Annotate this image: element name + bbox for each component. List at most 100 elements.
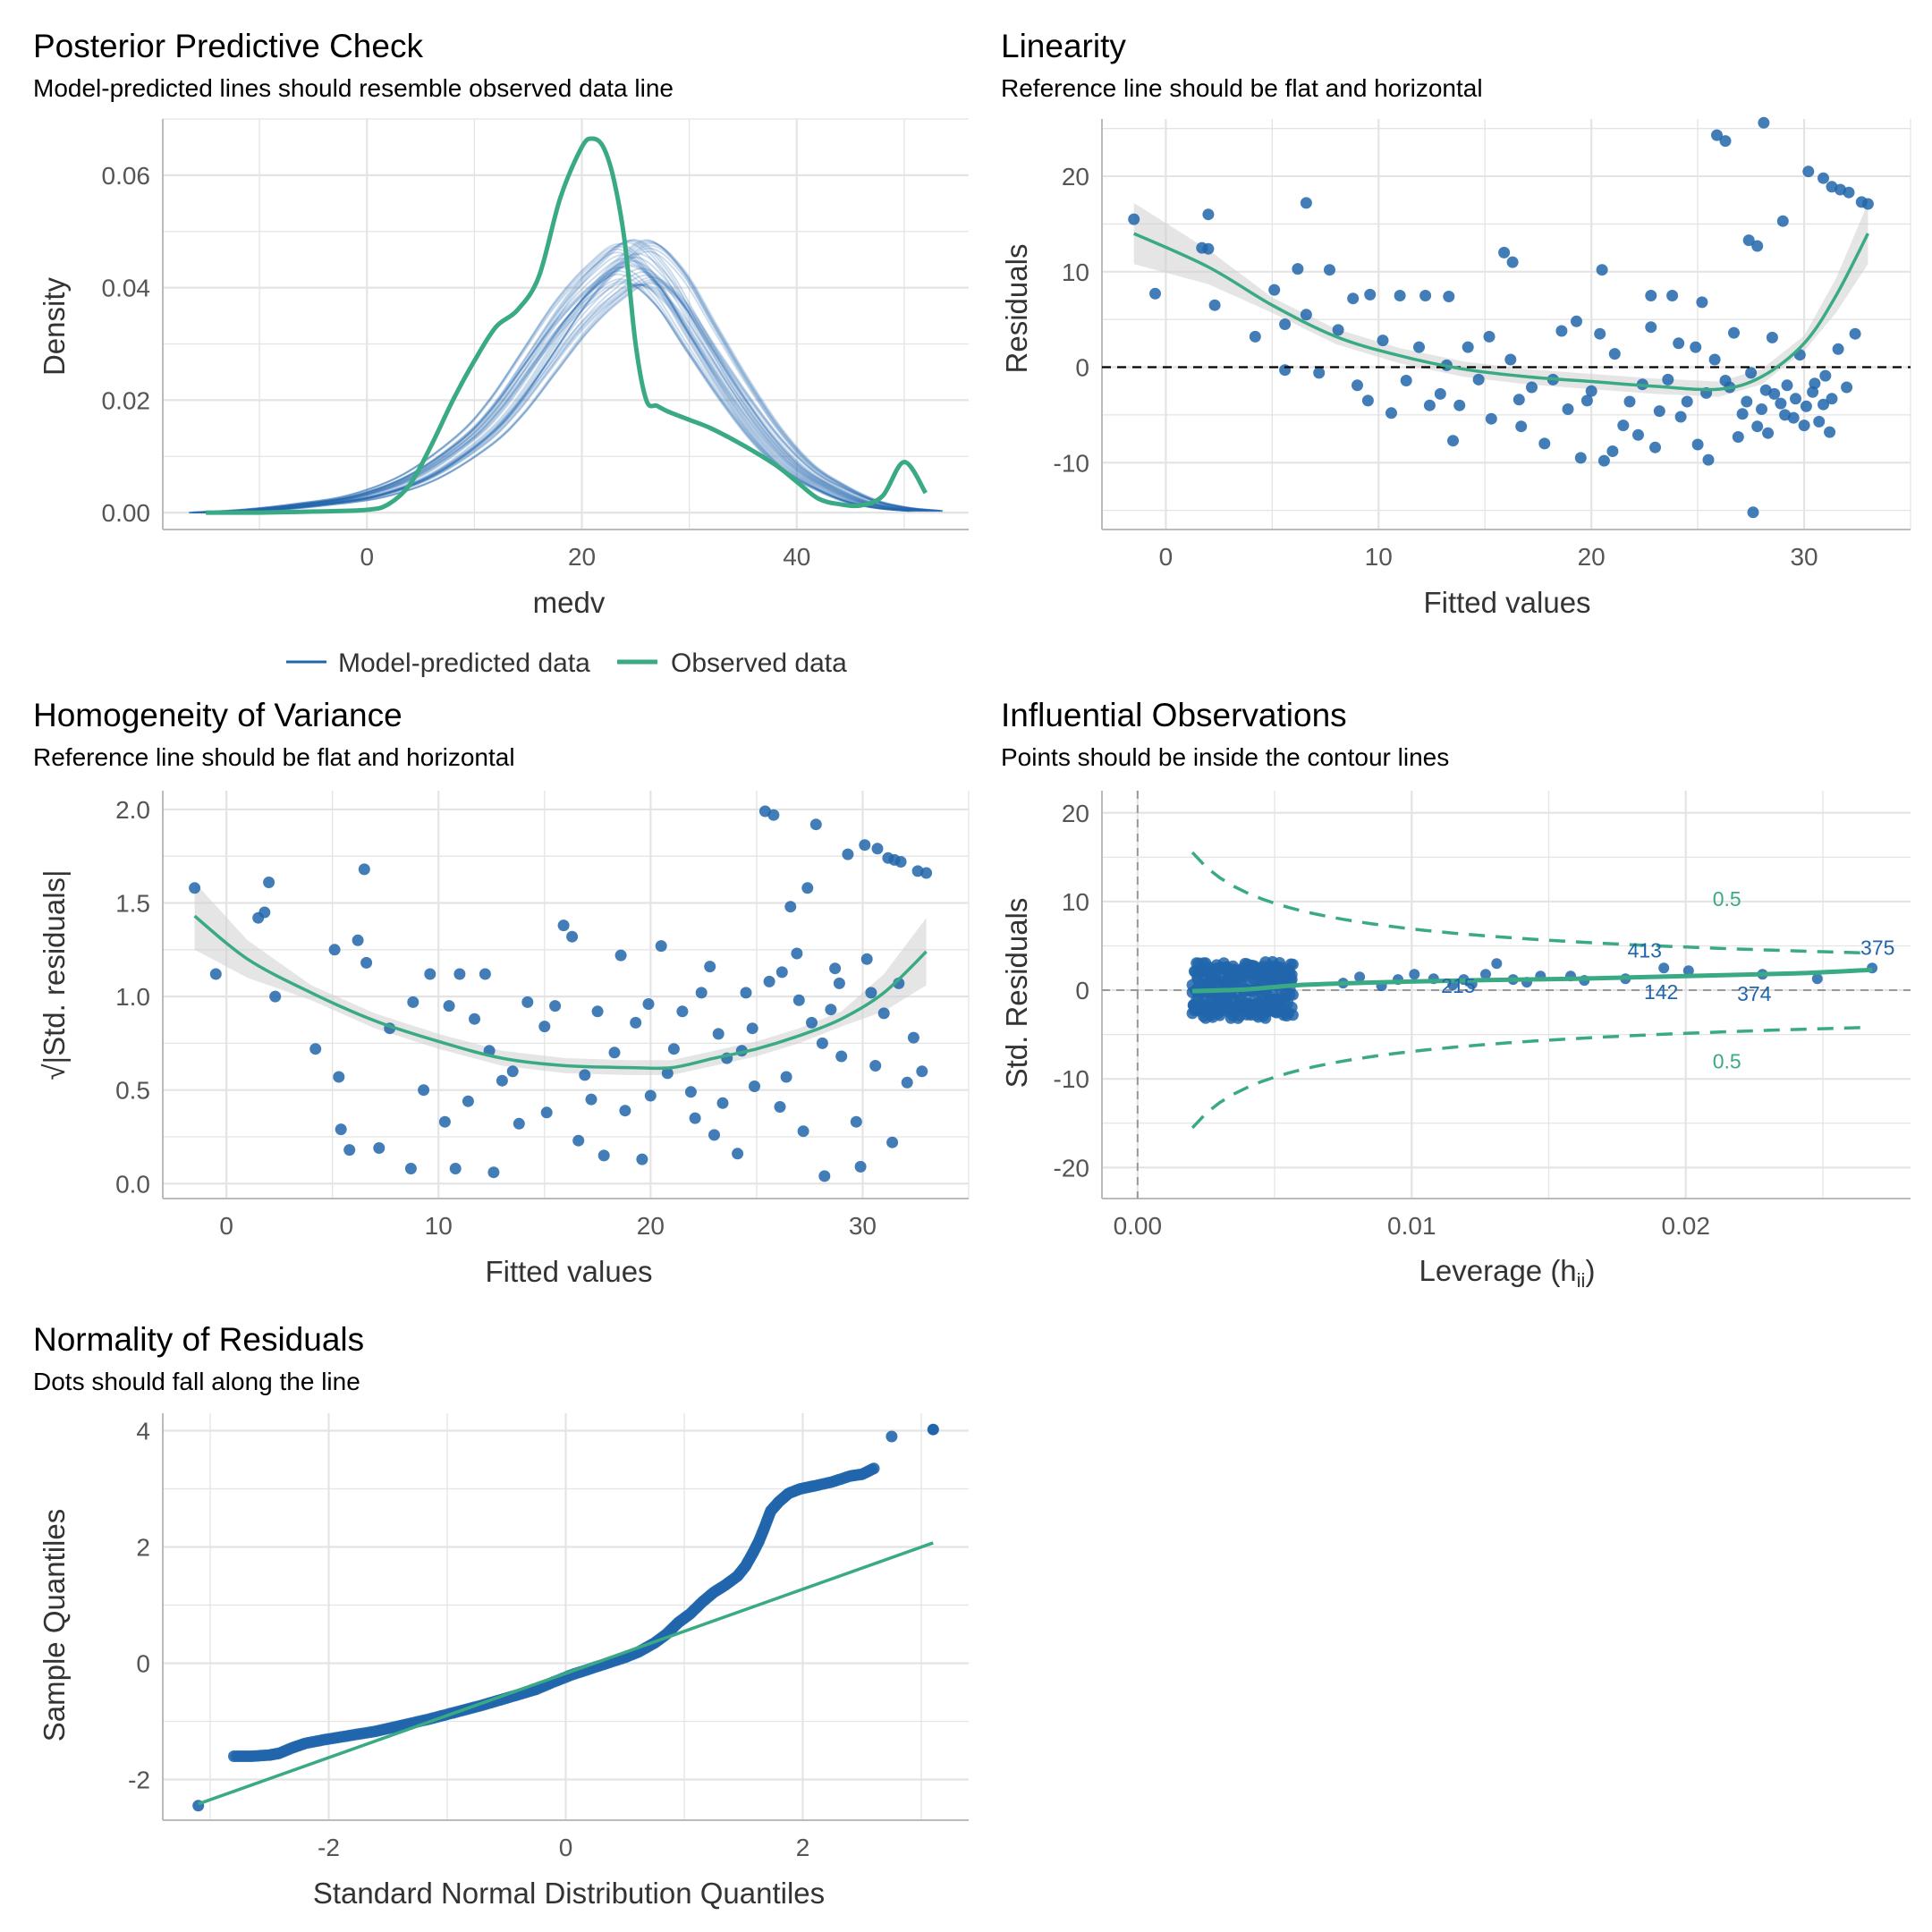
- leverage-point: [1283, 1006, 1295, 1019]
- model-predicted-line: [189, 245, 910, 514]
- leverage-point: [1241, 958, 1253, 970]
- x-tick-label: 20: [568, 543, 596, 571]
- scale-location-point: [424, 968, 436, 980]
- residual-point: [1485, 412, 1497, 425]
- residual-point: [1364, 288, 1377, 301]
- residual-point: [1332, 324, 1344, 336]
- model-predicted-line: [189, 273, 910, 514]
- homogeneity-x-ticks: 0 10 20 30: [219, 1212, 877, 1240]
- scale-location-point: [749, 1080, 760, 1092]
- scale-location-point: [816, 1037, 828, 1049]
- residual-point: [1538, 437, 1551, 450]
- model-predicted-line: [191, 278, 912, 514]
- residual-point: [1666, 290, 1679, 301]
- x-tick-label: 0.01: [1387, 1212, 1436, 1240]
- residual-point: [1597, 454, 1610, 467]
- scale-location-point: [655, 940, 667, 953]
- scale-location-point: [358, 863, 370, 876]
- x-tick-label: 0.02: [1661, 1212, 1710, 1240]
- leverage-point: [1480, 969, 1491, 980]
- residual-point: [1434, 387, 1446, 400]
- homogeneity-panel: Homogeneity of Variance Reference line s…: [33, 697, 970, 1288]
- scale-location-point: [907, 1031, 919, 1044]
- residual-point: [1809, 377, 1821, 390]
- ppc-plot-area: [188, 136, 944, 515]
- influential-y-ticks: -20 -10 0 10 20: [1054, 800, 1089, 1182]
- model-predicted-line: [203, 259, 924, 514]
- model-predicted-line: [195, 258, 916, 514]
- ppc-grid: [162, 118, 969, 530]
- residual-point: [1819, 369, 1832, 382]
- residual-point: [1574, 452, 1587, 464]
- scale-location-point: [572, 1134, 585, 1147]
- residual-point: [1268, 284, 1281, 296]
- scale-location-point: [791, 947, 803, 960]
- y-tick-label: -10: [1054, 1065, 1089, 1093]
- scale-location-point: [829, 962, 842, 975]
- leverage-point: [1409, 969, 1420, 980]
- scale-location-point: [549, 1000, 562, 1013]
- residual-point: [1515, 420, 1528, 433]
- leverage-point: [1658, 962, 1670, 974]
- scale-location-point: [557, 919, 570, 932]
- residual-point: [1324, 264, 1335, 276]
- influential-panel: Influential Observations Points should b…: [1000, 697, 1911, 1292]
- scale-location-point: [767, 809, 780, 821]
- residual-point: [1818, 398, 1829, 411]
- residual-point: [1202, 208, 1215, 221]
- leverage-point: [1811, 973, 1823, 985]
- contour-label: 0.5: [1713, 1049, 1741, 1072]
- model-predicted-line: [206, 256, 927, 514]
- residual-point: [1202, 242, 1215, 255]
- scale-location-point: [708, 1129, 720, 1141]
- scale-location-point: [859, 839, 871, 852]
- residual-point: [1691, 438, 1704, 451]
- ppc-subtitle: Model-predicted lines should resemble ob…: [33, 74, 674, 102]
- residual-point: [1352, 379, 1363, 392]
- linearity-title: Linearity: [1001, 28, 1126, 64]
- residual-point: [1747, 506, 1759, 519]
- smooth-line: [1132, 232, 1869, 392]
- qq-point: [886, 1430, 898, 1443]
- residual-point: [1849, 327, 1861, 340]
- residual-point: [1208, 299, 1221, 311]
- scale-location-point: [667, 1043, 680, 1055]
- residual-point: [1802, 165, 1815, 178]
- homogeneity-y-label: √|Std. residuals|: [38, 869, 71, 1080]
- residual-point: [1841, 381, 1853, 394]
- y-tick-label: -20: [1054, 1154, 1089, 1182]
- residual-point: [1653, 405, 1665, 418]
- normality-panel: Normality of Residuals Dots should fall …: [33, 1321, 969, 1910]
- model-predicted-line: [220, 247, 941, 514]
- residual-point: [1800, 400, 1812, 412]
- residual-point: [1708, 353, 1721, 366]
- scale-location-point: [438, 1115, 451, 1128]
- residual-point: [1758, 116, 1770, 129]
- observed-data-line: [206, 136, 928, 515]
- normality-grid: [162, 1413, 969, 1821]
- residual-point: [1279, 318, 1292, 330]
- y-tick-label: 0.06: [102, 162, 151, 190]
- residual-point: [1768, 387, 1781, 400]
- residual-point: [1751, 420, 1764, 433]
- residual-point: [1300, 197, 1312, 209]
- leverage-point: [1199, 1012, 1212, 1024]
- leverage-point: [1245, 1009, 1258, 1021]
- linearity-y-label: Residuals: [1000, 244, 1033, 374]
- normality-subtitle: Dots should fall along the line: [33, 1368, 360, 1395]
- x-tick-label: 0: [219, 1212, 233, 1240]
- model-predicted-line: [188, 251, 909, 514]
- scale-location-point: [860, 953, 873, 965]
- y-tick-label: 0.5: [115, 1077, 150, 1105]
- residual-point: [1347, 292, 1360, 305]
- y-tick-label: 1.0: [115, 983, 150, 1011]
- model-predicted-line: [193, 253, 914, 514]
- residual-point: [1843, 186, 1855, 199]
- x-tick-label: 10: [425, 1212, 453, 1240]
- normality-y-ticks: -2 0 2 4: [128, 1418, 150, 1794]
- scale-location-point: [877, 1007, 890, 1020]
- y-tick-label: 2: [136, 1534, 150, 1562]
- scale-location-point: [479, 968, 491, 980]
- ppc-x-label: medv: [533, 586, 606, 619]
- residual-point: [1861, 198, 1874, 210]
